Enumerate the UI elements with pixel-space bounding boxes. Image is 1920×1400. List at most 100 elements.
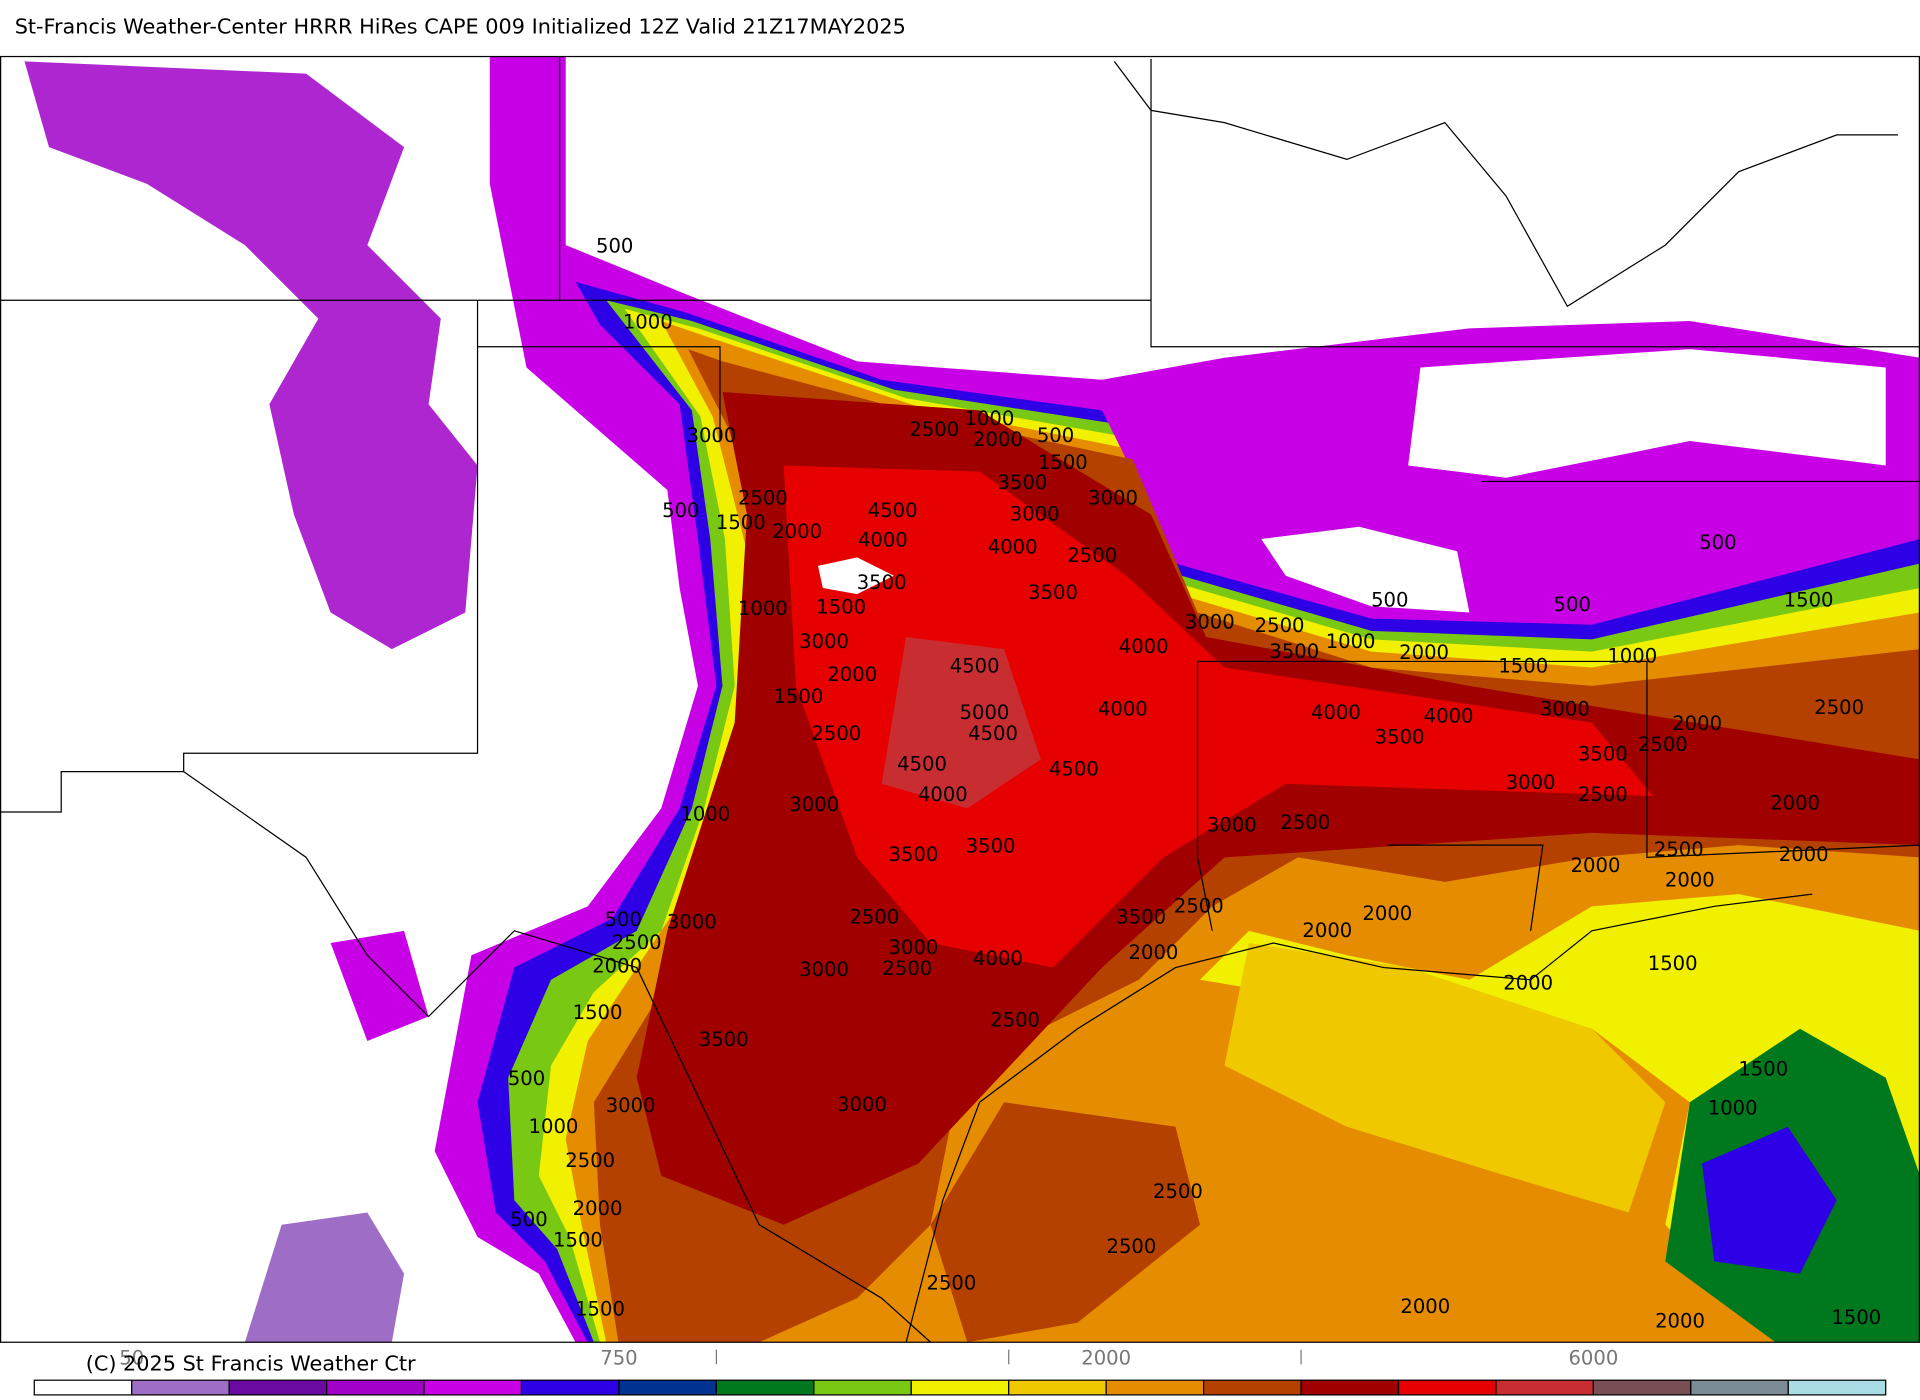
state-line — [477, 346, 721, 442]
contour-label: 2500 — [1067, 544, 1117, 567]
colorbar-swatch — [1300, 1379, 1400, 1396]
contour-label: 2500 — [1174, 894, 1224, 917]
colorbar-swatch — [618, 1379, 718, 1396]
contour-label: 3500 — [998, 471, 1048, 494]
region-purple — [24, 61, 478, 650]
region-magenta — [330, 930, 429, 1042]
contour-label: 2500 — [811, 722, 861, 745]
contour-label: 2000 — [772, 520, 822, 543]
contour-label: 4500 — [897, 752, 947, 775]
contour-label: 1000 — [623, 310, 673, 333]
contour-label: 2500 — [1814, 696, 1864, 719]
colorbar-swatch — [715, 1379, 815, 1396]
contour-label: 3000 — [667, 910, 717, 933]
contour-label: 4500 — [868, 499, 918, 522]
contour-label: 3000 — [1207, 814, 1257, 837]
colorbar-swatch — [1690, 1379, 1789, 1396]
region-crimson — [881, 636, 1041, 809]
contour-label: 2000 — [573, 1197, 623, 1220]
contour-label: 3000 — [1506, 771, 1556, 794]
state-line — [1113, 61, 1898, 308]
state-line — [1387, 844, 1544, 931]
region-white — [1408, 349, 1886, 478]
contour-label: 1000 — [529, 1115, 579, 1138]
contour-label: 1500 — [1784, 588, 1834, 611]
contour-label: 2500 — [1638, 733, 1688, 756]
contour-label: 4500 — [950, 654, 1000, 677]
contour-label: 1000 — [1607, 645, 1657, 668]
contour-label: 1500 — [1038, 451, 1088, 474]
contour-label: 2500 — [1654, 838, 1704, 861]
contour-label: 1500 — [553, 1229, 603, 1252]
contour-label: 1000 — [1326, 630, 1376, 653]
colorbar-swatch — [1495, 1379, 1594, 1396]
colorbar-swatch — [228, 1379, 328, 1396]
contour-label: 3500 — [1269, 640, 1319, 663]
contour-label: 3000 — [1185, 610, 1235, 633]
cape-field — [24, 56, 1920, 1343]
state-line — [1150, 58, 1920, 348]
contour-label: 2000 — [1571, 854, 1621, 877]
contour-label: 5000 — [960, 701, 1010, 724]
boundaries — [0, 55, 1920, 1343]
contour-label: 4000 — [918, 783, 968, 806]
contour-label: 3000 — [799, 958, 849, 981]
state-line — [1197, 660, 1920, 858]
contour-label: 500 — [508, 1067, 545, 1090]
contour-label: 1500 — [773, 685, 823, 708]
contour-label: 3000 — [1540, 697, 1590, 720]
contour-label: 3000 — [799, 630, 849, 653]
region-gold — [1224, 943, 1666, 1213]
contour-label: 2000 — [1770, 792, 1820, 815]
contour-label: 500 — [1037, 424, 1074, 447]
contour-label: 3500 — [1578, 743, 1628, 766]
contour-label: 3000 — [606, 1094, 656, 1117]
contour-label: 2000 — [973, 428, 1023, 451]
colorbar-swatch — [1008, 1379, 1107, 1396]
copyright: (C) 2025 St Francis Weather Ctr — [86, 1351, 416, 1375]
contour-label: 2000 — [1362, 902, 1412, 925]
map-frame — [0, 55, 1920, 1343]
contour-label: 2500 — [882, 957, 932, 980]
contour-label: 1000 — [964, 407, 1014, 430]
contour-label: 500 — [605, 908, 642, 931]
contour-label: 4500 — [968, 722, 1018, 745]
colorbar-swatch — [1397, 1379, 1497, 1396]
contour-label: 2000 — [1779, 843, 1829, 866]
contour-label: 4000 — [1424, 705, 1474, 728]
colorbar-swatch — [1787, 1379, 1887, 1396]
contour-label: 500 — [510, 1208, 547, 1231]
contour-label: 1500 — [1831, 1306, 1881, 1329]
contour-label: 2500 — [1107, 1235, 1157, 1258]
region-purple — [244, 1212, 405, 1343]
contour-label: 2500 — [990, 1008, 1040, 1031]
colorbar-label: 750 — [600, 1346, 637, 1369]
colorbar-label: 50 — [119, 1346, 144, 1369]
region-white — [1261, 526, 1470, 613]
contour-label: 1000 — [680, 803, 730, 826]
state-line — [1196, 661, 1213, 931]
contour-label: 3000 — [1010, 503, 1060, 526]
contour-label: 3000 — [789, 793, 839, 816]
contour-label: 2500 — [927, 1272, 977, 1295]
contour-label: 2500 — [738, 487, 788, 510]
contour-label: 4000 — [1311, 701, 1361, 724]
contour-label: 3500 — [699, 1028, 749, 1051]
border — [183, 771, 932, 1343]
colorbar-swatch — [33, 1379, 133, 1396]
contour-label: 4000 — [858, 528, 908, 551]
contour-label: 2000 — [1302, 919, 1352, 942]
contour-label: 1500 — [816, 596, 866, 619]
colorbar-swatch — [326, 1379, 425, 1396]
contour-label: 3000 — [687, 424, 737, 447]
contour-label: 1500 — [1738, 1057, 1788, 1080]
contour-label: 2500 — [612, 931, 662, 954]
contour-label: 1500 — [1498, 654, 1548, 677]
contour-label: 2000 — [1665, 869, 1715, 892]
colorbar-swatch — [520, 1379, 620, 1396]
contour-label: 3500 — [857, 571, 907, 594]
contour-label: 1500 — [573, 1001, 623, 1024]
colorbar-swatch — [910, 1379, 1010, 1396]
